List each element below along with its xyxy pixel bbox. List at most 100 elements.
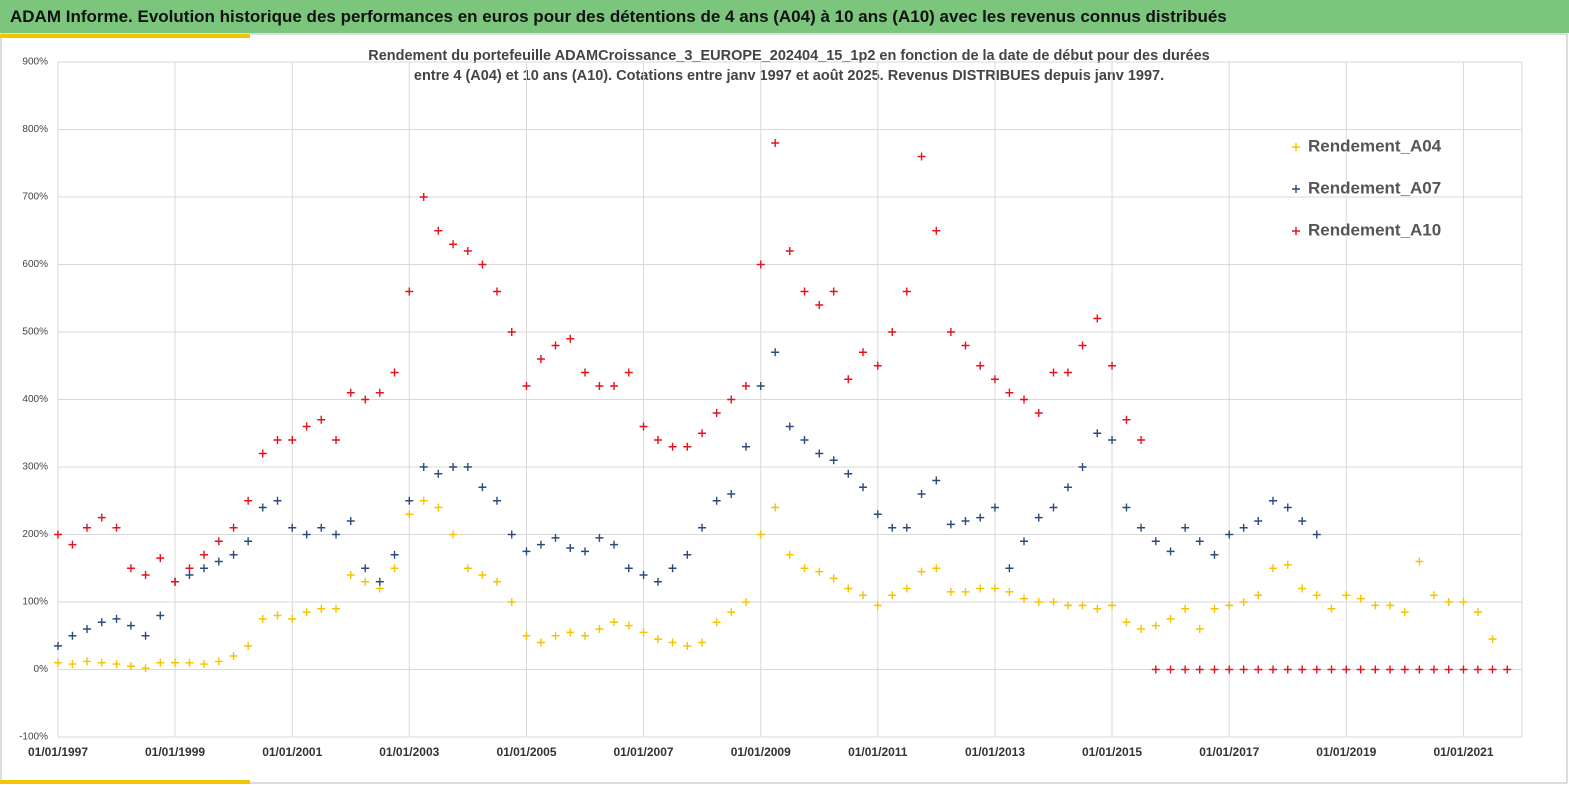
data-point — [54, 641, 62, 650]
data-point — [1210, 665, 1219, 674]
data-point — [288, 436, 297, 444]
data-point — [756, 260, 765, 269]
data-point — [1005, 587, 1014, 596]
data-point — [1429, 591, 1438, 600]
data-point — [141, 631, 150, 640]
chart-subtitle: entre 4 (A04) et 10 ans (A10). Cotations… — [414, 68, 1164, 84]
data-point — [273, 436, 282, 444]
data-point — [932, 476, 941, 485]
data-point — [859, 348, 868, 357]
data-point — [1269, 564, 1277, 573]
data-point — [68, 631, 77, 640]
y-tick-label: 600% — [22, 259, 48, 270]
data-point — [346, 388, 355, 397]
data-point — [405, 287, 414, 296]
data-point — [185, 564, 194, 573]
data-point — [800, 436, 809, 444]
data-point — [258, 614, 267, 623]
data-point — [1327, 665, 1336, 674]
data-point — [1063, 483, 1072, 492]
data-point — [449, 240, 458, 249]
data-point — [1166, 665, 1175, 674]
data-point — [990, 584, 999, 593]
data-point — [200, 564, 209, 573]
data-point — [1195, 625, 1204, 633]
data-point — [1312, 665, 1321, 674]
data-point — [859, 591, 868, 600]
data-point — [522, 547, 531, 556]
data-point — [54, 658, 62, 667]
data-point — [756, 382, 765, 390]
data-point — [1488, 635, 1497, 644]
data-point — [844, 375, 853, 384]
data-point — [785, 550, 794, 559]
x-tick-label: 01/01/1999 — [145, 745, 205, 759]
data-point — [229, 550, 238, 559]
data-point — [1312, 591, 1321, 600]
data-point — [317, 604, 326, 613]
data-point — [610, 540, 619, 549]
data-point — [741, 442, 750, 451]
data-point — [1093, 604, 1102, 613]
data-point — [1005, 388, 1014, 397]
data-point — [932, 226, 941, 235]
data-point — [1400, 608, 1409, 617]
data-point — [756, 530, 765, 539]
data-point — [990, 375, 999, 384]
legend-marker — [1292, 143, 1300, 151]
data-point — [581, 368, 590, 377]
data-point — [698, 638, 707, 647]
data-point — [346, 571, 355, 579]
data-point — [1195, 537, 1204, 546]
data-point — [902, 523, 911, 532]
data-point — [1269, 665, 1277, 674]
data-point — [800, 564, 809, 573]
data-point — [815, 301, 824, 309]
data-point — [244, 641, 253, 650]
data-point — [639, 628, 648, 637]
data-point — [112, 523, 121, 532]
y-tick-label: 100% — [22, 597, 48, 608]
data-point — [610, 618, 619, 627]
data-point — [1386, 665, 1395, 674]
data-point — [83, 657, 92, 666]
data-point — [844, 469, 853, 478]
data-point — [1151, 537, 1160, 546]
data-point — [551, 533, 560, 542]
data-point — [888, 523, 897, 532]
data-point — [536, 355, 545, 363]
data-point — [1137, 625, 1146, 633]
data-point — [844, 584, 853, 593]
data-point — [1283, 665, 1292, 674]
legend-label: Rendement_A07 — [1308, 178, 1441, 197]
data-point — [668, 638, 677, 647]
data-point — [785, 422, 794, 431]
data-point — [961, 587, 970, 596]
data-point — [361, 395, 370, 404]
data-point — [829, 287, 838, 296]
data-point — [1181, 523, 1190, 532]
data-point — [815, 567, 824, 576]
data-point — [507, 530, 516, 539]
x-tick-label: 01/01/2005 — [496, 745, 556, 759]
data-point — [566, 544, 575, 552]
data-point — [1239, 598, 1248, 606]
data-point — [946, 520, 955, 529]
data-point — [126, 564, 135, 573]
data-point — [1093, 429, 1102, 438]
data-point — [1063, 368, 1072, 377]
accent-top — [0, 34, 250, 38]
data-point — [1239, 523, 1248, 532]
data-point — [566, 334, 575, 343]
data-point — [214, 657, 223, 666]
data-point — [1210, 604, 1219, 613]
data-point — [873, 510, 882, 519]
data-point — [478, 260, 487, 269]
data-point — [390, 550, 399, 559]
data-point — [1371, 601, 1380, 610]
data-point — [595, 533, 604, 542]
data-point — [1400, 665, 1409, 674]
data-point — [683, 550, 692, 559]
legend-marker — [1292, 185, 1300, 193]
data-point — [522, 631, 531, 640]
